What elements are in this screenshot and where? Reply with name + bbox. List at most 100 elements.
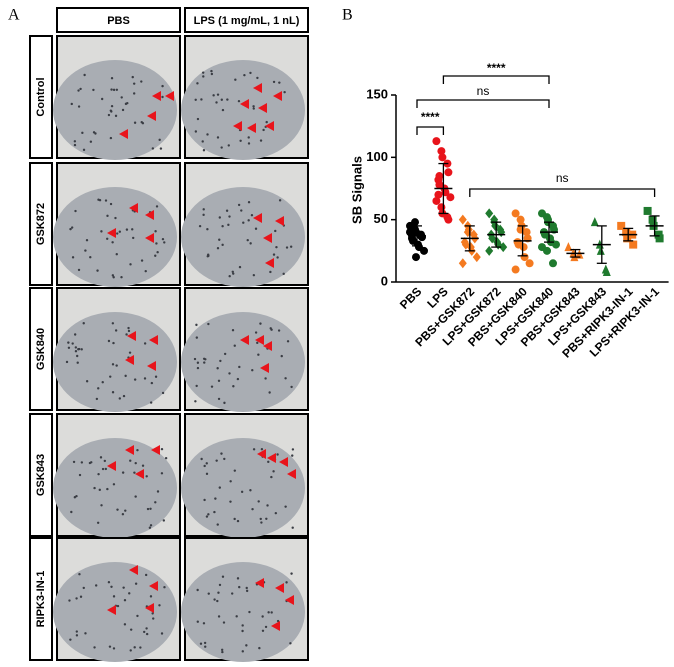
- pigment-dot: [229, 480, 232, 483]
- pigment-dot: [149, 595, 153, 598]
- pigment-dot: [196, 361, 200, 364]
- pigment-dot: [101, 467, 105, 471]
- data-point: [516, 215, 525, 224]
- pigment-dot: [114, 114, 118, 118]
- pigment-dot: [121, 512, 125, 516]
- pigment-dot: [247, 201, 251, 204]
- pigment-dot: [67, 341, 70, 344]
- pigment-dot: [227, 223, 230, 227]
- pigment-dot: [93, 646, 96, 649]
- pigment-dot: [195, 323, 198, 327]
- pigment-dot: [216, 136, 220, 139]
- pigment-dot: [136, 614, 139, 618]
- pigment-dot: [284, 377, 287, 380]
- pigment-dot: [221, 575, 225, 578]
- pigment-dot: [254, 331, 258, 334]
- pigment-dot: [247, 219, 250, 222]
- pigment-dot: [120, 96, 123, 99]
- data-point: [485, 208, 494, 219]
- pigment-dot: [285, 246, 289, 249]
- pigment-dot: [240, 490, 244, 494]
- pigment-dot: [264, 625, 268, 629]
- arrowhead: [240, 335, 249, 345]
- pigment-dot: [132, 236, 135, 240]
- pigment-dot: [101, 380, 104, 384]
- pigment-dot: [203, 361, 206, 364]
- pigment-dot: [164, 456, 168, 460]
- pigment-dot: [100, 504, 103, 507]
- pigment-dot: [194, 400, 197, 403]
- pigment-dot: [195, 336, 199, 339]
- pigment-dot: [111, 241, 114, 244]
- data-point: [511, 265, 520, 274]
- pigment-dot: [129, 459, 132, 462]
- pigment-dot: [285, 581, 288, 584]
- arrowhead: [127, 331, 136, 341]
- pigment-dot: [252, 448, 256, 451]
- significance-label: ****: [421, 110, 440, 124]
- pigment-dot: [212, 94, 215, 97]
- pigment-dot: [112, 88, 116, 92]
- pigment-dot: [291, 448, 295, 451]
- pigment-dot: [236, 577, 240, 580]
- pigment-dot: [70, 226, 74, 229]
- pigment-dot: [207, 322, 210, 326]
- pigment-dot: [112, 647, 116, 650]
- y-tick-label: 150: [366, 86, 388, 101]
- pigment-dot: [163, 586, 166, 589]
- pigment-dot: [250, 214, 254, 217]
- pigment-dot: [195, 384, 198, 388]
- pigment-dot: [235, 615, 238, 618]
- arrowhead: [152, 91, 161, 101]
- pigment-dot: [96, 269, 99, 272]
- panel-label: A: [8, 7, 20, 24]
- pigment-dot: [97, 472, 100, 476]
- data-point: [437, 147, 446, 156]
- pigment-dot: [79, 595, 83, 598]
- data-point: [648, 215, 657, 224]
- pigment-dot: [85, 239, 89, 242]
- pigment-dot: [96, 521, 100, 525]
- pigment-dot: [140, 121, 143, 124]
- row-label: GSK872: [35, 203, 47, 245]
- pigment-dot: [155, 242, 158, 245]
- pigment-dot: [121, 108, 125, 112]
- pigment-dot: [69, 638, 72, 641]
- pigment-dot: [161, 391, 165, 395]
- data-point: [472, 252, 481, 263]
- pigment-dot: [158, 138, 161, 142]
- pigment-dot: [75, 597, 78, 600]
- pigment-dot: [104, 467, 108, 471]
- pigment-dot: [236, 377, 240, 381]
- pigment-dot: [291, 526, 294, 529]
- arrowhead: [267, 453, 276, 463]
- pigment-dot: [276, 256, 279, 259]
- pigment-dot: [149, 507, 152, 510]
- pigment-dot: [73, 333, 77, 336]
- pigment-dot: [77, 89, 80, 92]
- data-point: [435, 172, 444, 181]
- pigment-dot: [238, 365, 241, 369]
- pigment-dot: [216, 523, 219, 526]
- pigment-dot: [233, 517, 236, 521]
- pigment-dot: [216, 367, 219, 370]
- significance-label: ns: [556, 171, 569, 185]
- arrowhead: [125, 355, 134, 365]
- pigment-dot: [124, 509, 127, 512]
- pigment-dot: [109, 136, 113, 140]
- pigment-dot: [103, 459, 107, 463]
- pigment-dot: [200, 98, 203, 101]
- pigment-dot: [218, 216, 221, 219]
- row-label-box: [29, 162, 53, 286]
- pigment-dot: [121, 471, 125, 474]
- pigment-dot: [71, 342, 74, 345]
- pigment-dot: [237, 203, 241, 207]
- data-point: [499, 242, 508, 253]
- pigment-dot: [217, 591, 220, 594]
- row-label-box: [29, 35, 53, 159]
- x-tick-label: PBS: [397, 284, 424, 311]
- pigment-dot: [160, 472, 164, 475]
- yolk: [53, 60, 177, 160]
- pigment-dot: [216, 93, 220, 96]
